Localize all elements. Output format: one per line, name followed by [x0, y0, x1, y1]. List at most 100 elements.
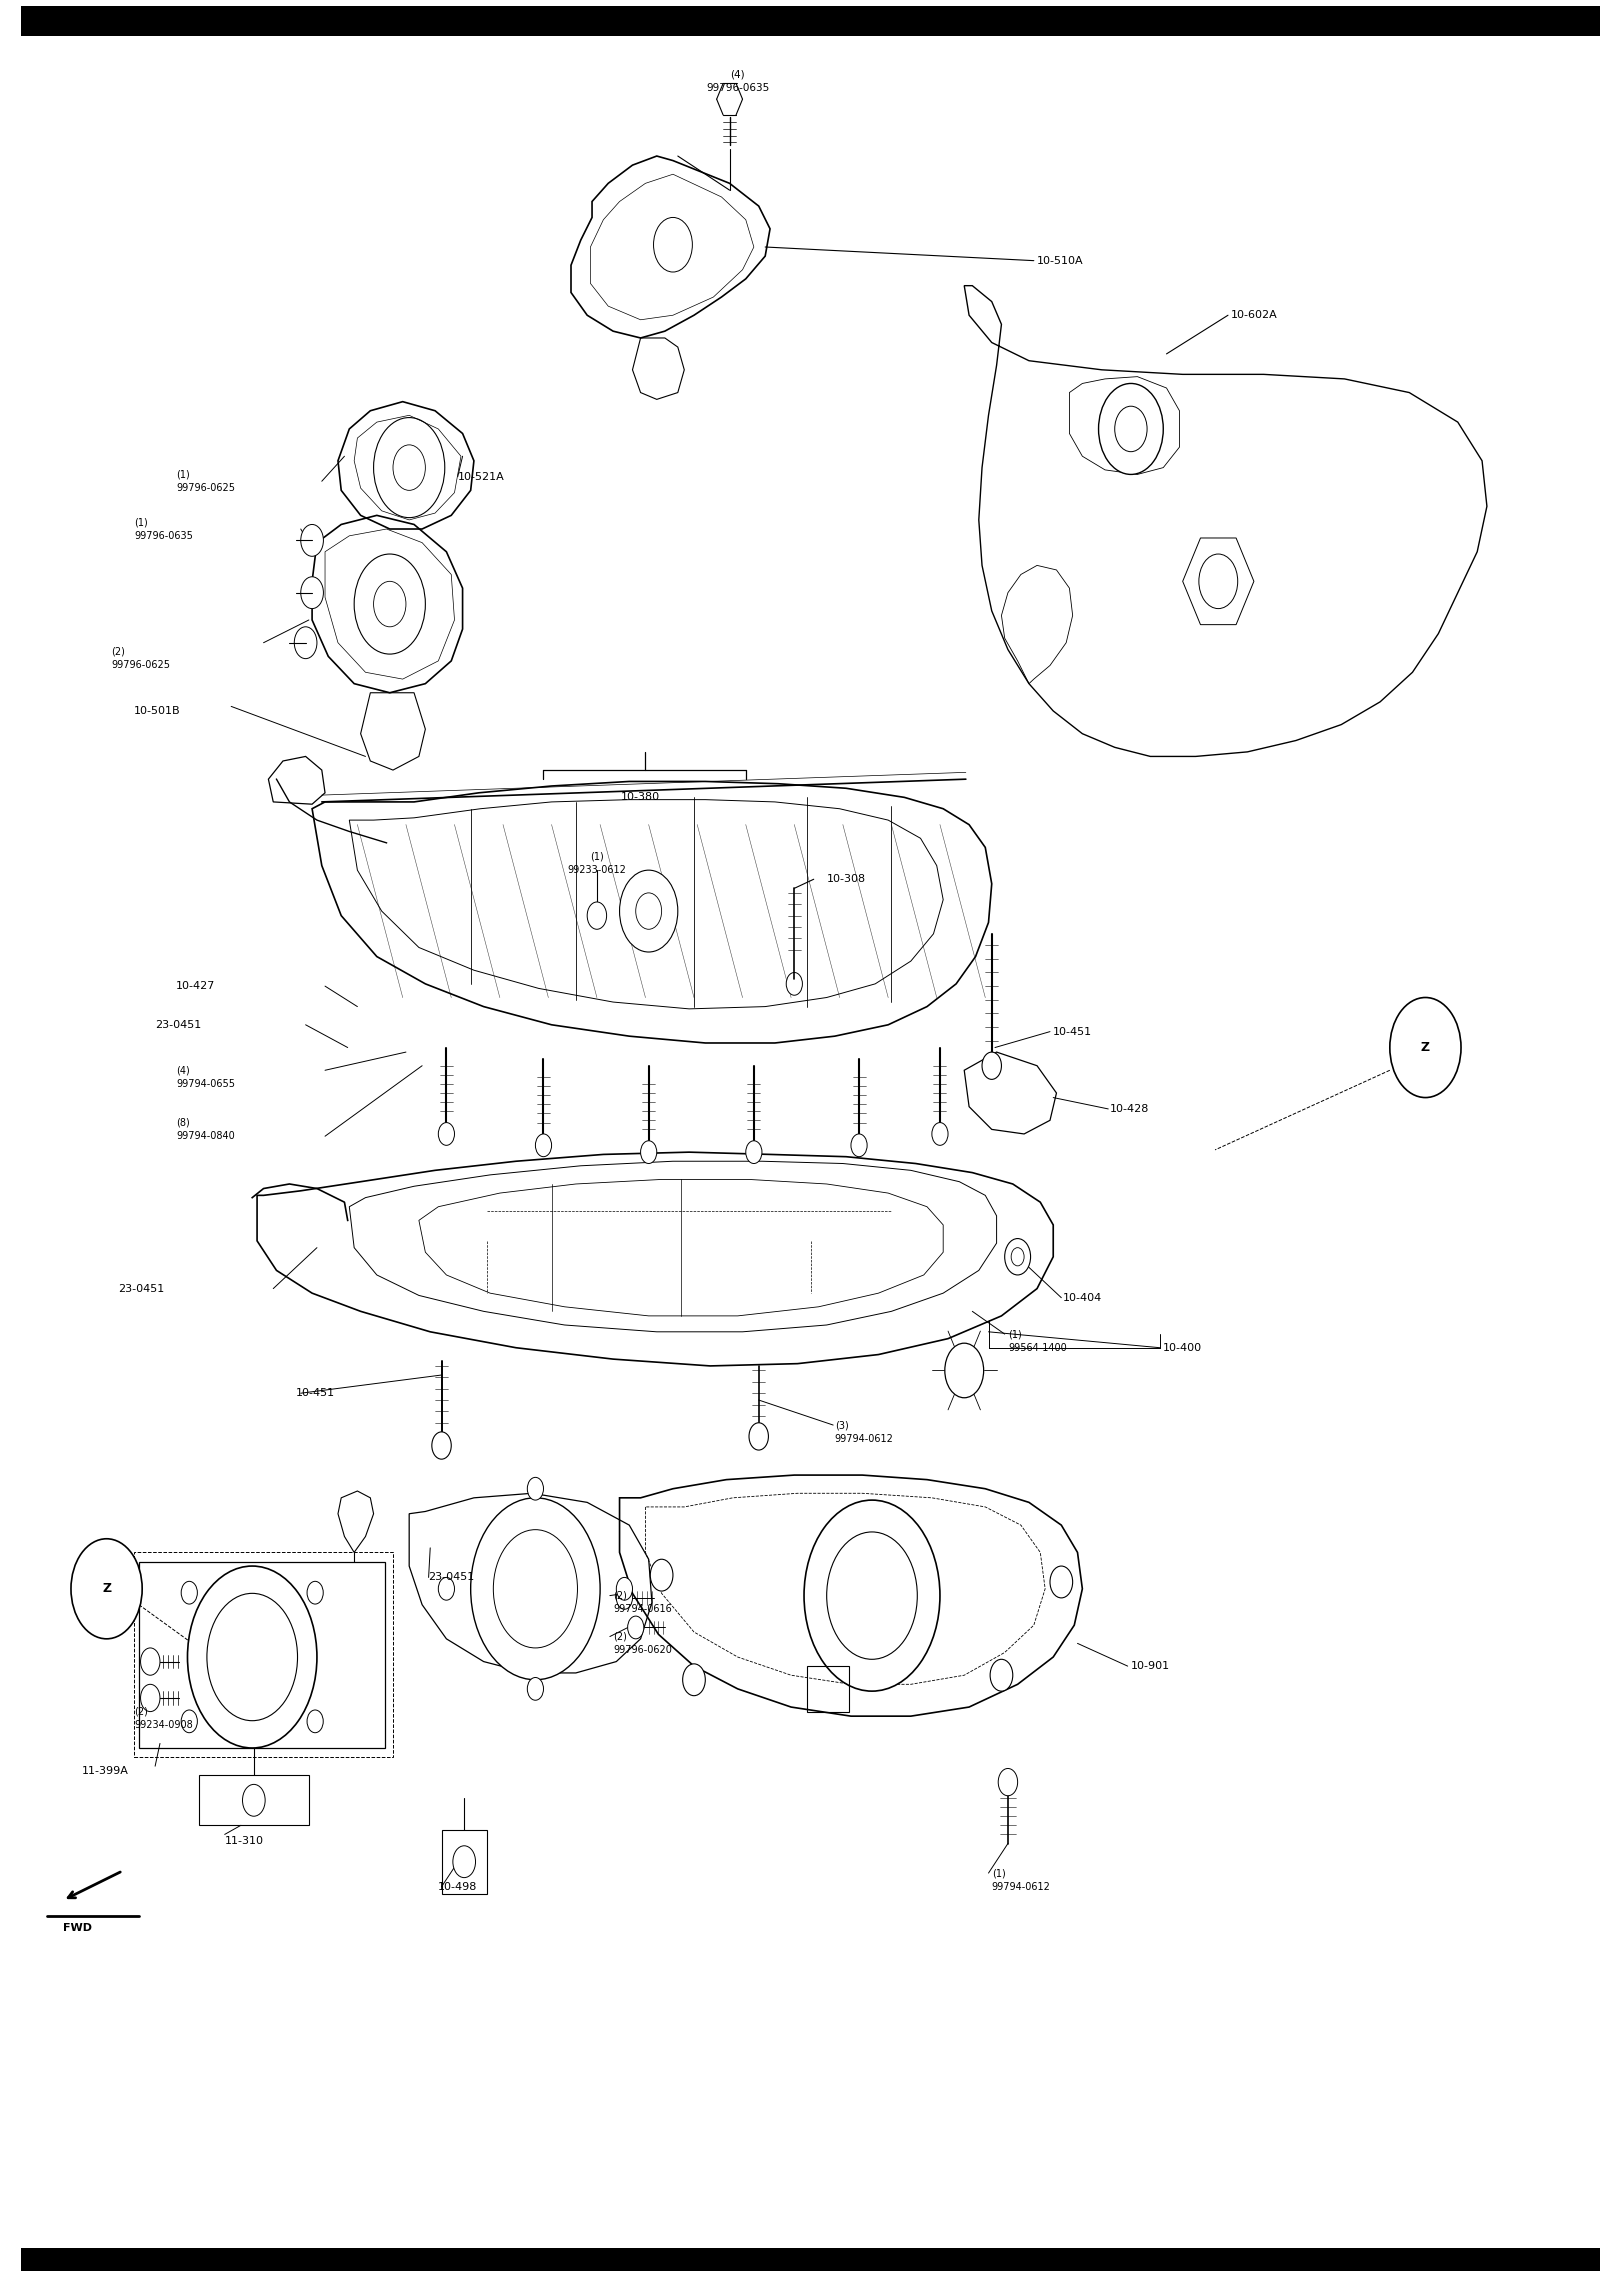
Text: 99794-0655: 99794-0655	[177, 1079, 235, 1088]
Circle shape	[1050, 1567, 1073, 1598]
Text: 10-901: 10-901	[1131, 1662, 1170, 1671]
Text: (1): (1)	[135, 517, 148, 528]
Bar	[21, 7, 1600, 36]
Bar	[441, 1831, 486, 1894]
Circle shape	[1005, 1239, 1031, 1275]
Circle shape	[438, 1578, 454, 1601]
Circle shape	[438, 1123, 454, 1145]
Text: FWD: FWD	[63, 1924, 92, 1933]
Circle shape	[749, 1423, 768, 1450]
Bar	[21, 2247, 1600, 2270]
Circle shape	[373, 581, 405, 626]
Text: 23-0451: 23-0451	[156, 1020, 201, 1029]
Text: (1): (1)	[590, 852, 603, 861]
Circle shape	[493, 1530, 577, 1649]
Text: 10-521A: 10-521A	[457, 471, 504, 483]
Circle shape	[1115, 405, 1148, 451]
Circle shape	[295, 626, 318, 658]
Bar	[135, 1553, 392, 1758]
Circle shape	[827, 1532, 917, 1660]
Text: Z: Z	[102, 1583, 112, 1596]
Text: (2): (2)	[613, 1592, 627, 1601]
Text: 10-498: 10-498	[438, 1881, 478, 1892]
Text: 99796-0625: 99796-0625	[177, 483, 235, 494]
Circle shape	[627, 1617, 644, 1639]
Circle shape	[804, 1501, 940, 1692]
Text: 10-427: 10-427	[177, 981, 216, 990]
Text: 99234-0908: 99234-0908	[135, 1719, 193, 1731]
Text: 99796-0625: 99796-0625	[112, 660, 170, 669]
Text: 10-380: 10-380	[621, 792, 660, 802]
Text: 10-428: 10-428	[1110, 1104, 1149, 1113]
Circle shape	[141, 1685, 160, 1712]
Circle shape	[243, 1785, 266, 1817]
Text: 10-501B: 10-501B	[135, 706, 180, 715]
Text: 10-451: 10-451	[297, 1389, 336, 1398]
Text: 10-308: 10-308	[827, 874, 866, 883]
Circle shape	[945, 1343, 984, 1398]
Text: (1): (1)	[992, 1867, 1005, 1879]
Text: 10-400: 10-400	[1164, 1343, 1203, 1353]
Text: 23-0451: 23-0451	[118, 1284, 164, 1293]
Text: 10-451: 10-451	[1054, 1027, 1093, 1036]
Text: 23-0451: 23-0451	[428, 1573, 475, 1583]
Text: (2): (2)	[135, 1705, 148, 1717]
Circle shape	[640, 1141, 657, 1164]
Text: 99794-0840: 99794-0840	[177, 1132, 235, 1141]
Bar	[807, 1667, 849, 1712]
Text: 10-404: 10-404	[1063, 1293, 1102, 1302]
Circle shape	[999, 1769, 1018, 1797]
Text: (2): (2)	[613, 1633, 627, 1642]
Circle shape	[470, 1498, 600, 1680]
Circle shape	[452, 1847, 475, 1879]
Circle shape	[182, 1710, 198, 1733]
Circle shape	[1389, 997, 1461, 1098]
Text: 99796-0620: 99796-0620	[613, 1646, 673, 1655]
Text: 99564-1400: 99564-1400	[1008, 1343, 1067, 1353]
Text: 11-310: 11-310	[225, 1835, 264, 1847]
Circle shape	[990, 1660, 1013, 1692]
Text: 10-510A: 10-510A	[1037, 255, 1084, 266]
Circle shape	[527, 1478, 543, 1501]
Circle shape	[616, 1587, 632, 1610]
Circle shape	[302, 576, 324, 608]
Circle shape	[746, 1141, 762, 1164]
Text: 99796-0635: 99796-0635	[707, 82, 770, 93]
Text: (1): (1)	[1008, 1330, 1021, 1339]
Text: 99794-0612: 99794-0612	[835, 1435, 893, 1444]
Circle shape	[141, 1649, 160, 1676]
Text: (3): (3)	[835, 1421, 848, 1430]
Circle shape	[851, 1134, 867, 1157]
Text: (8): (8)	[177, 1118, 190, 1127]
Text: 99233-0612: 99233-0612	[567, 865, 626, 874]
Text: (2): (2)	[112, 647, 125, 656]
Circle shape	[619, 870, 678, 952]
Circle shape	[373, 417, 444, 517]
Text: (1): (1)	[177, 469, 190, 480]
Circle shape	[1012, 1248, 1024, 1266]
Circle shape	[587, 902, 606, 929]
Circle shape	[71, 1539, 143, 1639]
Text: 99794-0616: 99794-0616	[613, 1605, 671, 1614]
Circle shape	[1200, 553, 1238, 608]
Bar	[199, 1776, 310, 1826]
Circle shape	[306, 1710, 323, 1733]
Circle shape	[650, 1560, 673, 1592]
Text: 99796-0635: 99796-0635	[135, 531, 193, 542]
Text: 11-399A: 11-399A	[83, 1765, 130, 1776]
Circle shape	[982, 1052, 1002, 1079]
Circle shape	[653, 216, 692, 271]
Circle shape	[527, 1678, 543, 1701]
Text: (4): (4)	[731, 68, 746, 80]
Circle shape	[188, 1567, 318, 1749]
Circle shape	[682, 1664, 705, 1696]
Circle shape	[207, 1594, 298, 1721]
Circle shape	[616, 1578, 632, 1601]
Circle shape	[302, 524, 324, 556]
Circle shape	[431, 1432, 451, 1460]
Circle shape	[392, 444, 425, 490]
Circle shape	[306, 1580, 323, 1603]
Circle shape	[635, 893, 661, 929]
Circle shape	[932, 1123, 948, 1145]
Circle shape	[353, 553, 425, 653]
